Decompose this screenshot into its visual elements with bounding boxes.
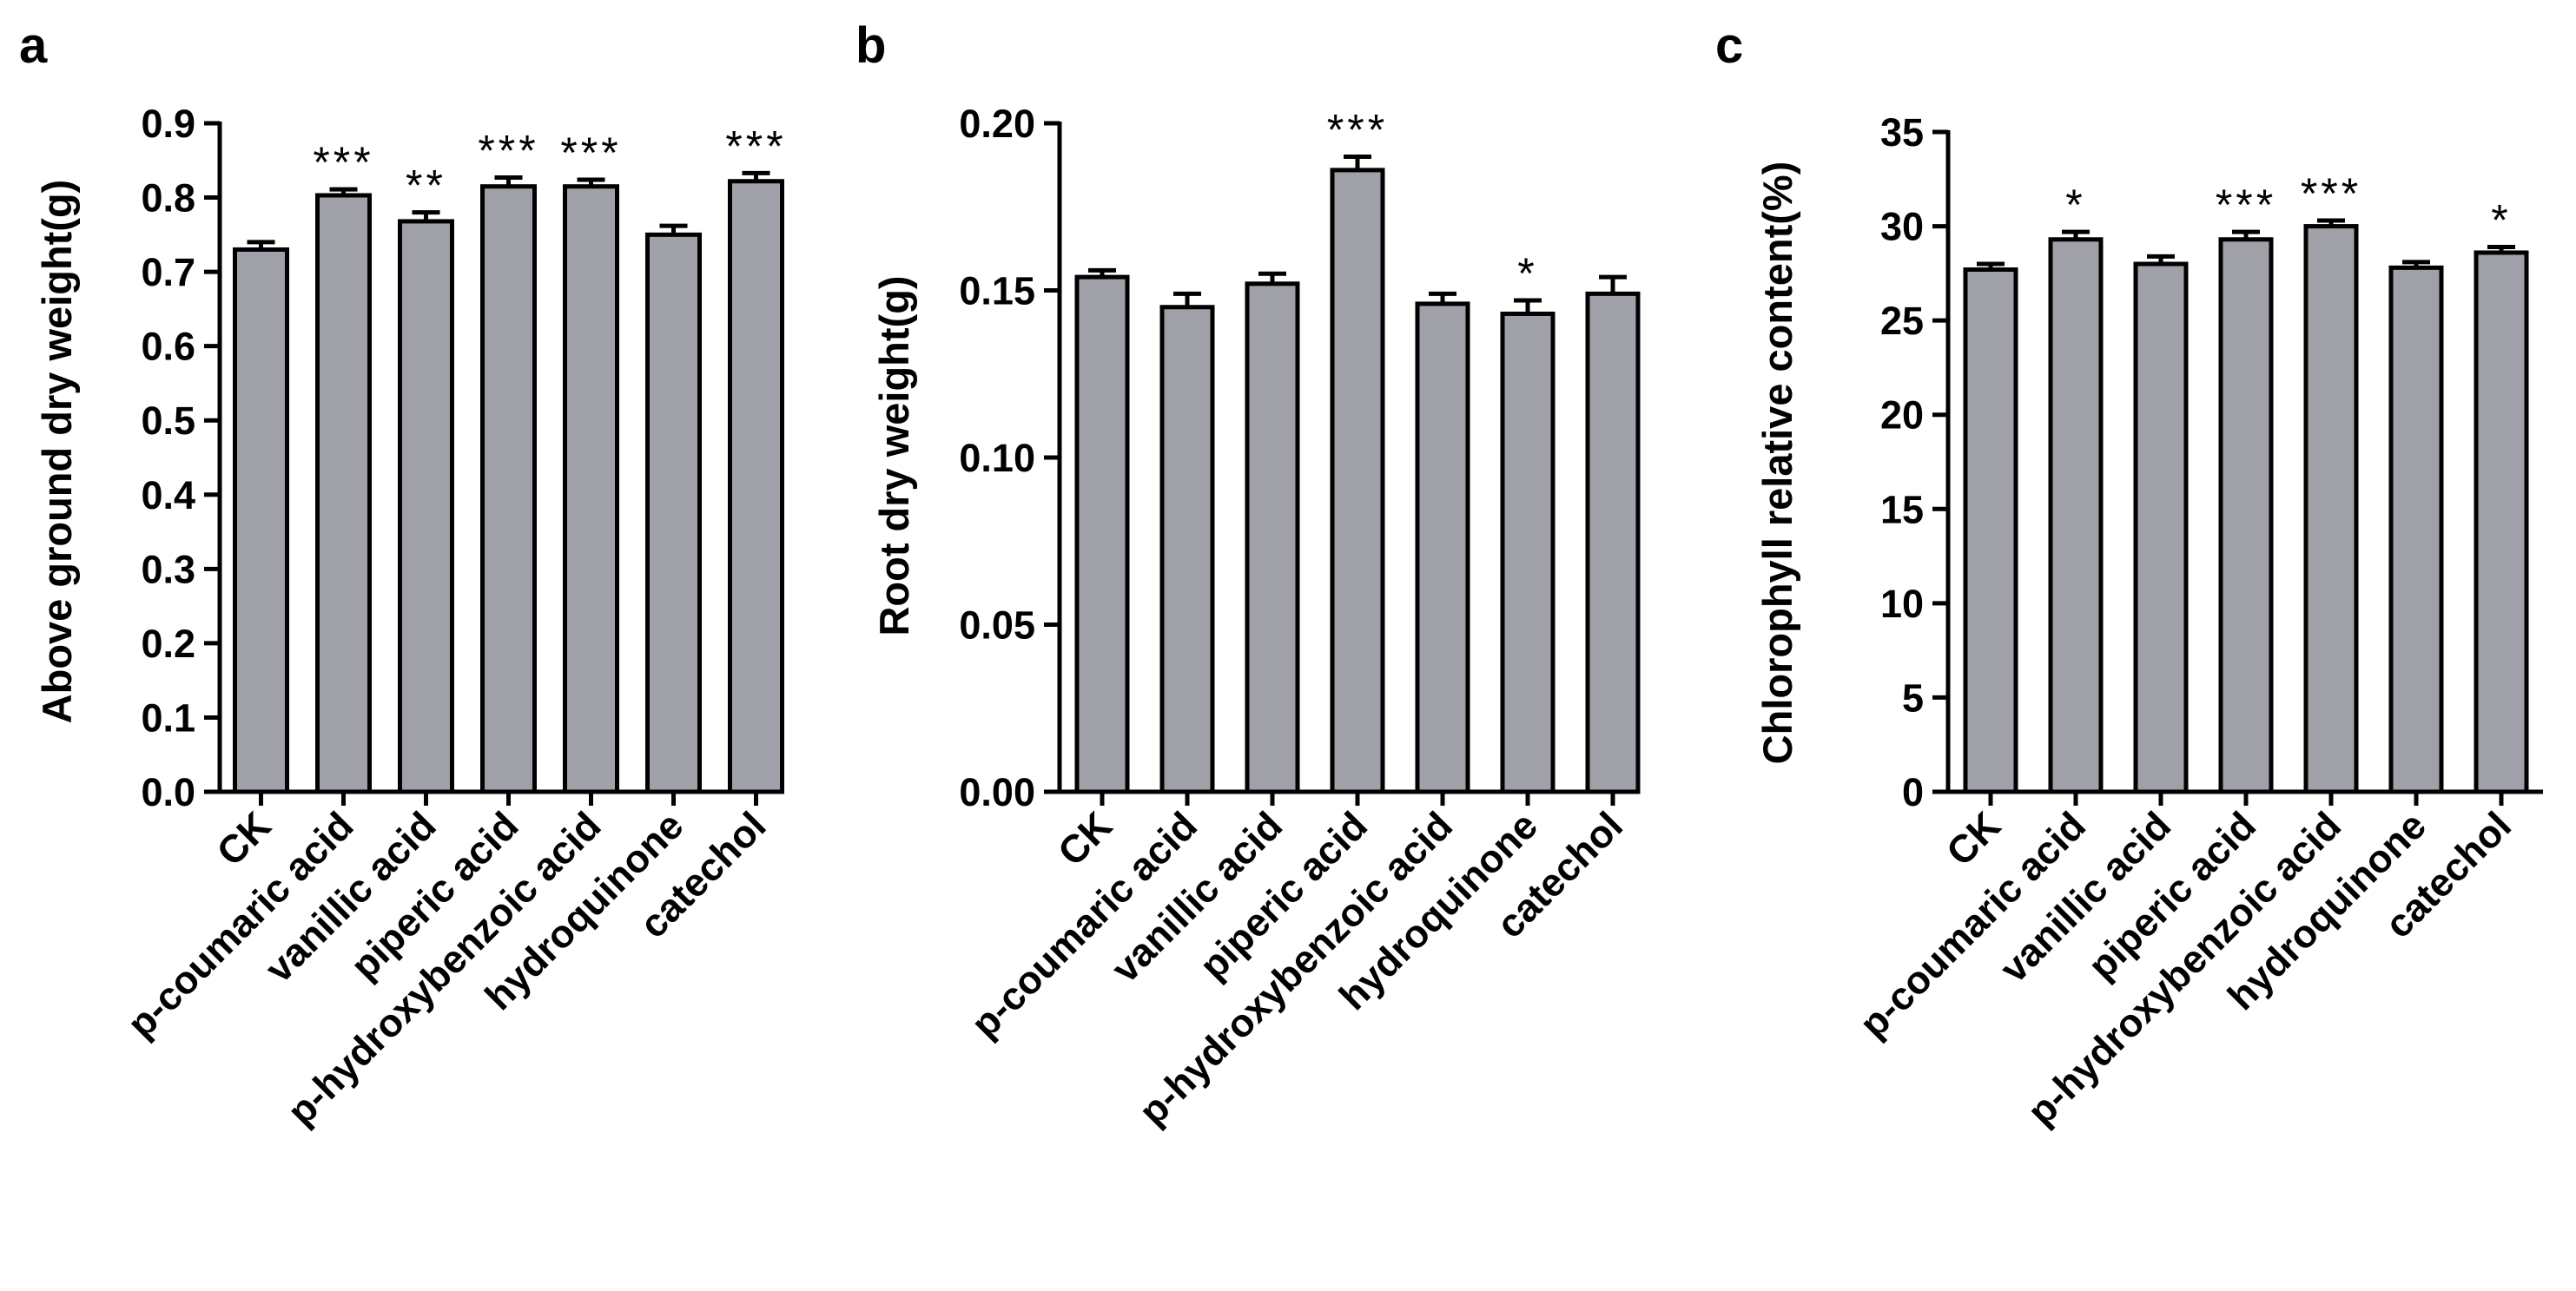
category-label-c: CK <box>1938 803 2009 874</box>
y-tick-label-a: 0.4 <box>141 473 195 517</box>
y-tick-label-b: 0.10 <box>959 436 1035 480</box>
significance-label-c: * <box>2065 181 2085 229</box>
panel-letter-b: b <box>855 17 886 74</box>
bar-a <box>563 184 619 794</box>
y-tick-label-a: 0.3 <box>141 547 195 591</box>
y-tick-label-a: 0.7 <box>141 250 195 294</box>
bar-c <box>2218 237 2274 794</box>
significance-label-a: ** <box>406 161 446 210</box>
significance-label-c: *** <box>2301 169 2361 218</box>
bar-b <box>1245 281 1300 794</box>
y-tick-label-a: 0.5 <box>141 398 195 443</box>
y-axis-title-b: Root dry weight(g) <box>871 275 917 636</box>
y-axis-title-c: Chlorophyll relative content(%) <box>1754 161 1800 765</box>
y-tick-label-c: 15 <box>1880 487 1924 531</box>
y-tick-label-c: 0 <box>1902 770 1924 814</box>
bar-b <box>1500 311 1556 794</box>
bar-c <box>2388 265 2444 794</box>
y-tick-label-a: 0.0 <box>141 770 195 814</box>
y-tick-label-b: 0.00 <box>959 770 1035 814</box>
y-tick-label-a: 0.6 <box>141 325 195 369</box>
significance-label-c: * <box>2491 195 2511 244</box>
panel-a: a Above ground dry weight(g) 0.0 0.1 0.2 0.… <box>19 17 786 1134</box>
y-tick-label-c: 35 <box>1880 110 1924 155</box>
y-tick-label-a: 0.8 <box>141 176 195 221</box>
y-tick-label-c: 5 <box>1902 675 1924 720</box>
y-tick-label-a: 0.9 <box>141 102 195 146</box>
y-tick-label-b: 0.20 <box>959 102 1035 146</box>
y-axis-title-a: Above ground dry weight(g) <box>34 180 80 724</box>
y-tick-label-c: 25 <box>1880 299 1924 343</box>
significance-label-b: * <box>1517 249 1537 298</box>
bar-c <box>2474 250 2529 794</box>
bar-b <box>1415 301 1470 794</box>
bar-a <box>728 179 784 794</box>
y-tick-label-c: 10 <box>1880 582 1924 626</box>
y-tick-label-c: 30 <box>1880 205 1924 249</box>
y-tick-label-b: 0.15 <box>959 269 1035 313</box>
bar-b <box>1074 274 1130 794</box>
bar-c <box>2133 261 2189 794</box>
significance-label-a: *** <box>478 126 538 175</box>
bar-c <box>2303 224 2359 794</box>
significance-label-a: *** <box>313 138 373 187</box>
bar-a <box>398 219 454 794</box>
bar-a <box>645 232 702 794</box>
bar-c <box>1963 267 2018 794</box>
bar-a <box>233 247 289 794</box>
bar-b <box>1330 168 1385 794</box>
y-tick-label-a: 0.1 <box>141 695 195 740</box>
y-tick-label-c: 20 <box>1880 393 1924 438</box>
panel-letter-a: a <box>19 17 48 74</box>
significance-label-a: *** <box>560 128 621 177</box>
bar-a <box>480 184 537 794</box>
significance-label-a: *** <box>725 122 786 170</box>
panel-letter-c: c <box>1715 17 1743 74</box>
panel-c: c Chlorophyll relative content(%) 0 5 10 15… <box>1715 17 2543 1134</box>
category-label-b: CK <box>1049 803 1120 874</box>
bar-b <box>1585 291 1641 794</box>
panel-b: b Root dry weight(g) 0.00 0.05 0.10 0.15 0.2… <box>855 17 1641 1134</box>
bar-c <box>2048 237 2104 794</box>
y-tick-label-a: 0.2 <box>141 622 195 666</box>
significance-label-b: *** <box>1327 106 1388 155</box>
significance-label-c: *** <box>2216 181 2276 229</box>
bar-a <box>315 193 372 794</box>
y-tick-label-b: 0.05 <box>959 603 1035 648</box>
bar-b <box>1159 305 1215 794</box>
